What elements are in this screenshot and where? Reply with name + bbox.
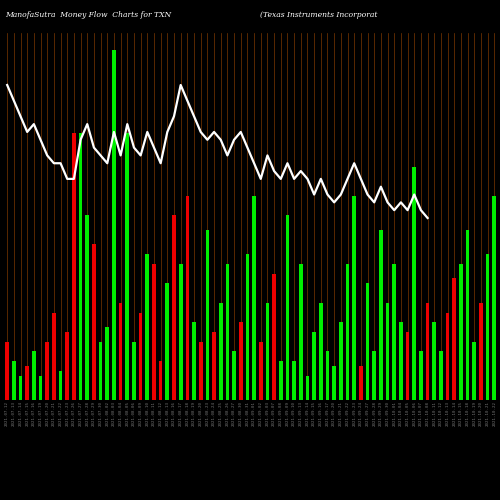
Bar — [286, 216, 290, 400]
Bar — [72, 132, 76, 400]
Bar — [6, 342, 9, 400]
Bar — [452, 278, 456, 400]
Bar — [392, 264, 396, 400]
Bar — [472, 342, 476, 400]
Bar — [132, 342, 136, 400]
Bar — [226, 264, 229, 400]
Bar — [18, 376, 22, 400]
Bar — [266, 303, 270, 400]
Text: (Texas Instruments Incorporat: (Texas Instruments Incorporat — [260, 11, 378, 19]
Bar — [339, 322, 342, 400]
Bar — [246, 254, 249, 400]
Bar — [486, 254, 490, 400]
Bar — [52, 312, 56, 400]
Bar — [446, 312, 450, 400]
Bar — [186, 196, 189, 400]
Bar — [419, 352, 423, 400]
Bar — [66, 332, 69, 400]
Bar — [399, 322, 402, 400]
Bar — [406, 332, 409, 400]
Bar — [439, 352, 443, 400]
Bar — [312, 332, 316, 400]
Bar — [152, 264, 156, 400]
Bar — [232, 352, 236, 400]
Bar — [252, 196, 256, 400]
Bar — [212, 332, 216, 400]
Bar — [459, 264, 463, 400]
Bar — [46, 342, 49, 400]
Bar — [259, 342, 262, 400]
Bar — [219, 303, 222, 400]
Bar — [359, 366, 362, 400]
Bar — [86, 216, 89, 400]
Bar — [126, 132, 129, 400]
Bar — [379, 230, 382, 400]
Bar — [106, 327, 109, 400]
Bar — [366, 284, 370, 400]
Bar — [326, 352, 330, 400]
Bar — [139, 312, 142, 400]
Bar — [32, 352, 35, 400]
Bar — [119, 303, 122, 400]
Bar — [306, 376, 310, 400]
Bar — [12, 361, 16, 400]
Bar — [38, 376, 42, 400]
Bar — [78, 132, 82, 400]
Bar — [466, 230, 469, 400]
Bar — [199, 342, 202, 400]
Bar — [272, 274, 276, 400]
Bar — [372, 352, 376, 400]
Bar — [58, 371, 62, 400]
Bar — [206, 230, 209, 400]
Bar — [492, 196, 496, 400]
Bar — [26, 366, 29, 400]
Bar — [332, 366, 336, 400]
Bar — [346, 264, 350, 400]
Bar — [112, 50, 116, 400]
Bar — [352, 196, 356, 400]
Bar — [386, 303, 390, 400]
Bar — [432, 322, 436, 400]
Bar — [166, 284, 169, 400]
Bar — [239, 322, 242, 400]
Bar — [99, 342, 102, 400]
Bar — [159, 361, 162, 400]
Bar — [172, 216, 176, 400]
Bar — [426, 303, 430, 400]
Bar — [479, 303, 483, 400]
Bar — [299, 264, 302, 400]
Bar — [319, 303, 322, 400]
Bar — [292, 361, 296, 400]
Bar — [146, 254, 149, 400]
Bar — [192, 322, 196, 400]
Bar — [412, 166, 416, 400]
Bar — [179, 264, 182, 400]
Bar — [92, 244, 96, 400]
Bar — [279, 361, 282, 400]
Text: ManofaSutra  Money Flow  Charts for TXN: ManofaSutra Money Flow Charts for TXN — [5, 11, 171, 19]
